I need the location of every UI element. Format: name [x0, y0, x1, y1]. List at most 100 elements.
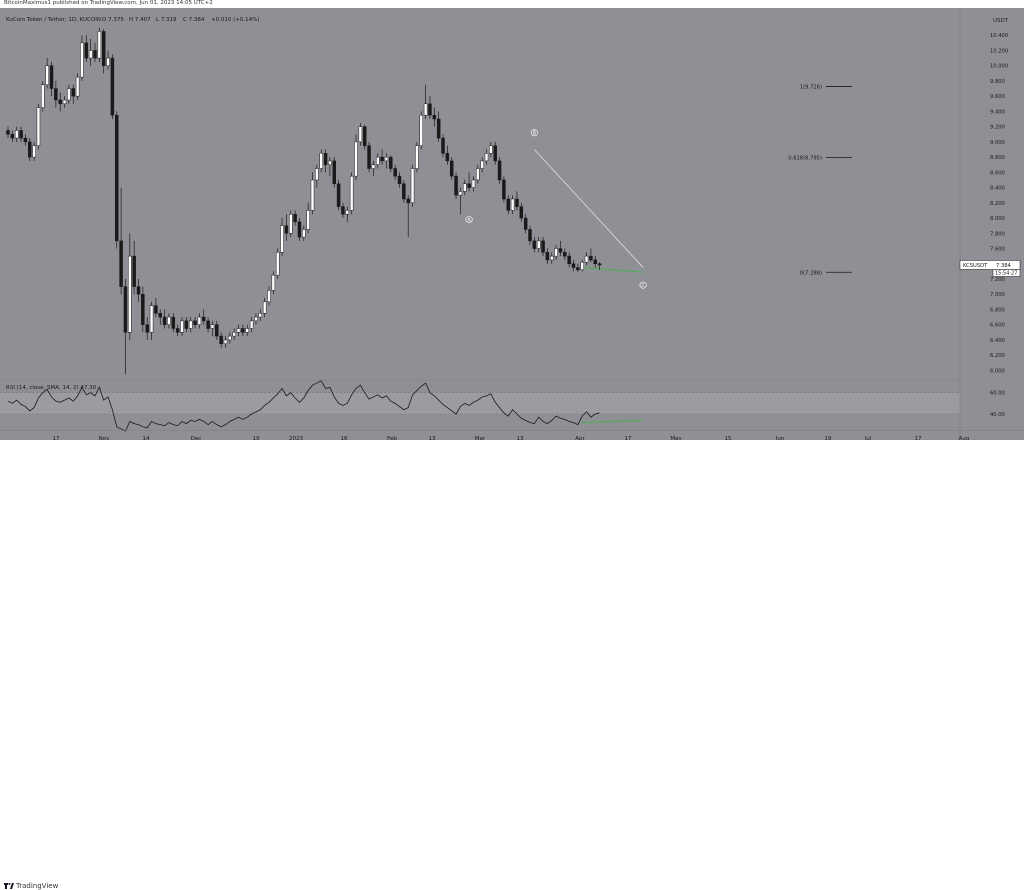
time-axis[interactable]: 17 Nov 14 Dec 19 2023 16 Feb 13 Mar 13 Apr 17 May 15 Ju…: [0, 430, 1024, 441]
candle-down: [502, 179, 506, 200]
wave-label: B: [533, 131, 536, 137]
x-tick-label: Nov: [99, 436, 110, 440]
candle-down: [336, 183, 341, 207]
price-axis[interactable]: 10.400 10.200 10.000 9.800 9.600 9.400 9.200 9.…: [959, 8, 1008, 440]
y-tick-label: 7.000: [990, 292, 1005, 298]
candle-up: [97, 31, 102, 59]
tradingview-logo-icon: [4, 883, 14, 889]
x-tick-label: May: [670, 436, 682, 440]
candle-up: [349, 175, 354, 211]
trendlines: [534, 149, 644, 273]
candle-up: [180, 320, 184, 333]
candle-down: [571, 263, 576, 268]
candle-down: [323, 153, 328, 165]
candle-up: [580, 261, 584, 271]
symbol-line: KuCoin Token / Tether, 1D, KUCOIN: [6, 17, 101, 23]
candle-up: [310, 179, 315, 211]
candle-up: [319, 153, 323, 169]
y-tick-label: 6.600: [990, 323, 1005, 329]
x-tick-label: 13: [429, 436, 436, 440]
candle-down: [297, 221, 302, 238]
candle-down: [558, 248, 563, 253]
rsi-band: [0, 392, 960, 414]
ohlc-values: O 7.375 H 7.407 L 7.319 C 7.384 +0.010 (+0.1…: [102, 17, 259, 23]
candle-down: [19, 130, 23, 139]
candle-up: [128, 255, 132, 333]
candle-down: [71, 88, 75, 97]
candle-down: [54, 88, 58, 101]
price-tag-price: 7.384: [996, 263, 1012, 269]
x-tick-label: Jun: [775, 436, 785, 440]
candle-up: [45, 65, 49, 85]
candle-up: [550, 255, 554, 261]
candle-up: [228, 335, 232, 341]
y-tick-label: 9.800: [990, 79, 1005, 85]
y-tick-label: 8.200: [990, 201, 1005, 207]
candle-down: [449, 160, 454, 177]
footer: TradingView: [0, 440, 1024, 890]
candle-down: [123, 286, 128, 333]
candle-up: [423, 103, 428, 116]
candle-up: [354, 141, 358, 177]
candle-down: [397, 175, 402, 185]
y-tick-label: 6.000: [990, 368, 1005, 374]
candles: [6, 27, 602, 375]
candle-down: [215, 324, 219, 337]
candle-up: [210, 324, 215, 329]
candle-down: [175, 328, 180, 333]
rsi-level-label: 40.00: [990, 412, 1005, 418]
ohlc-field: C 7.384: [183, 17, 205, 23]
y-tick-label: 10.000: [990, 64, 1008, 70]
y-tick-label: 8.000: [990, 216, 1005, 222]
candle-down: [184, 320, 189, 329]
candle-down: [23, 137, 28, 143]
candle-up: [484, 153, 489, 162]
candle-down: [202, 316, 206, 322]
candle-down: [523, 217, 528, 230]
wave-label: C: [641, 283, 645, 289]
price-chart[interactable]: 1(9.726)0.618(8.795)0(7.288) 60.0040.00 …: [0, 8, 1024, 440]
candle-up: [197, 316, 202, 325]
wave-labels: A B C: [465, 129, 647, 289]
fib-levels: 1(9.726) 0.618(8.795) 0(7.288): [788, 85, 852, 276]
candle-up: [271, 274, 276, 291]
x-tick-label: 15: [725, 436, 732, 440]
candle-up: [88, 50, 93, 59]
y-tick-label: 8.600: [990, 170, 1005, 176]
y-tick-label: 9.000: [990, 140, 1005, 146]
candle-up: [536, 240, 541, 249]
candle-down: [402, 183, 406, 200]
y-tick-label: 8.800: [990, 155, 1005, 161]
y-tick-label: 9.400: [990, 109, 1005, 115]
candle-down: [563, 252, 567, 257]
candle-down: [576, 267, 580, 271]
x-tick-label: Aug: [959, 436, 970, 440]
candle-down: [567, 255, 571, 264]
candle-up: [463, 183, 467, 192]
y-tick-label: 7.600: [990, 247, 1005, 253]
candle-down: [341, 206, 345, 215]
candle-up: [358, 126, 363, 143]
candle-down: [362, 126, 367, 146]
candle-down: [10, 134, 15, 139]
candle-down: [467, 183, 471, 188]
candle-up: [302, 229, 306, 238]
rsi-pane: 60.00 40.00: [0, 379, 1005, 432]
candle-down: [171, 316, 176, 329]
y-tick-label: 9.200: [990, 125, 1005, 131]
candle-up: [167, 316, 171, 325]
y-tick-label: 10.200: [990, 48, 1008, 54]
candle-up: [245, 328, 249, 333]
candle-up: [280, 225, 284, 253]
candle-down: [428, 103, 432, 116]
candle-down: [58, 99, 62, 105]
candle-up: [232, 332, 236, 337]
wave-circle: [465, 216, 473, 224]
candle-down: [158, 313, 162, 318]
candle-up: [371, 164, 376, 169]
candle-up: [415, 145, 419, 169]
legend: KuCoin Token / Tether, 1D, KUCOIN O 7.37…: [6, 17, 259, 23]
candle-down: [162, 316, 167, 325]
candle-down: [389, 156, 393, 169]
candle-down: [593, 259, 597, 264]
